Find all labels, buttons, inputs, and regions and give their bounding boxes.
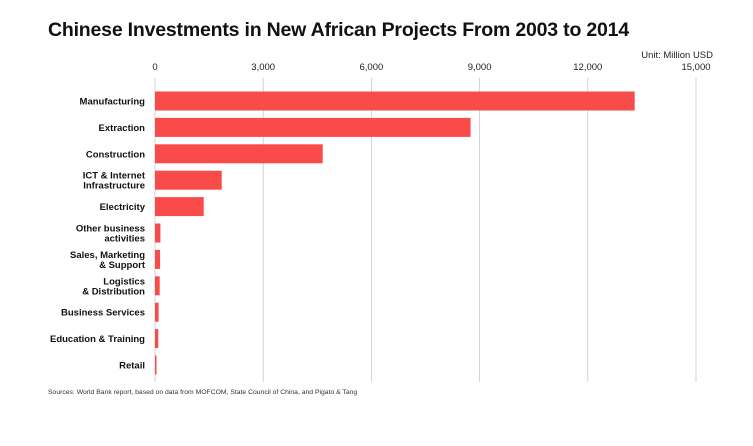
bar [155, 144, 323, 164]
bar [155, 91, 635, 111]
bar [155, 117, 471, 137]
bar [155, 170, 222, 190]
category-label-line: Construction [86, 149, 145, 160]
bar [155, 355, 157, 375]
x-tick-label: 12,000 [573, 62, 602, 73]
bar [155, 197, 204, 217]
category-label-line: Education & Training [50, 334, 145, 345]
bar [155, 249, 161, 269]
category-label-line: Sales, Marketing [70, 250, 145, 261]
category-label-line: Manufacturing [80, 97, 146, 108]
category-label-line: Other business [76, 224, 145, 235]
x-tick-label: 15,000 [681, 62, 710, 73]
category-label-line: Logistics [103, 276, 145, 287]
x-tick-label: 0 [152, 62, 157, 73]
category-label-line: Retail [119, 361, 145, 372]
category-label-line: & Distribution [82, 286, 145, 297]
x-axis-ticks: 0 3,000 6,000 9,000 12,000 15,000 [152, 62, 710, 73]
unit-label: Unit: Million USD [641, 50, 713, 61]
category-label: Extraction [99, 123, 146, 134]
category-label-line: Electricity [100, 202, 146, 213]
category-label-line: activities [104, 234, 145, 245]
category-labels: Manufacturing Extraction Construction ICT &… [50, 97, 146, 372]
category-label-line: ICT & Internet [83, 171, 146, 182]
x-tick-label: 9,000 [468, 62, 492, 73]
category-label-line: Extraction [99, 123, 146, 134]
x-tick-label: 3,000 [251, 62, 275, 73]
category-label: Other business activities [76, 224, 145, 245]
category-label: ICT & Internet Infrastructure [83, 171, 146, 192]
bar [155, 329, 159, 349]
bar [155, 276, 160, 296]
category-label: Logistics & Distribution [82, 276, 145, 297]
bars [155, 91, 635, 375]
category-label: Retail [119, 361, 145, 372]
category-label-line: Business Services [61, 308, 145, 319]
category-label-line: Infrastructure [83, 181, 145, 192]
category-label: Education & Training [50, 334, 145, 345]
chart-title: Chinese Investments in New African Proje… [48, 19, 629, 41]
category-label: Sales, Marketing & Support [70, 250, 146, 271]
category-label-line: & Support [99, 260, 146, 271]
category-label: Construction [86, 149, 145, 160]
x-tick-label: 6,000 [360, 62, 384, 73]
bar [155, 302, 159, 322]
bar [155, 223, 161, 243]
source-note: Sources: World Bank report, based on dat… [48, 389, 358, 396]
category-label: Electricity [100, 202, 146, 213]
category-label: Manufacturing [80, 97, 146, 108]
category-label: Business Services [61, 308, 145, 319]
